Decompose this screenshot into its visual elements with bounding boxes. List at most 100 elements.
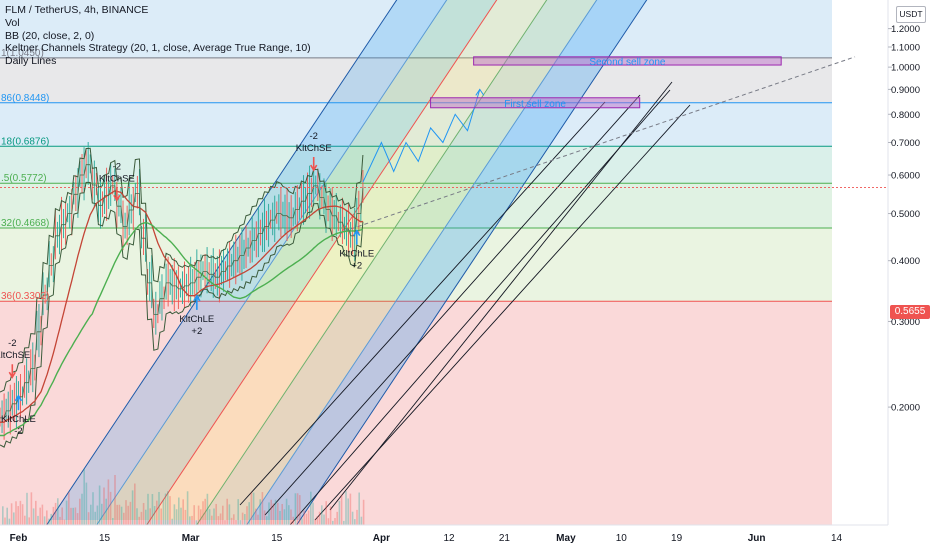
volume-bar: [156, 500, 158, 525]
volume-bar: [140, 511, 143, 525]
volume-bar: [305, 513, 308, 525]
volume-bar: [103, 487, 105, 525]
short-signal-arrow: [8, 364, 16, 379]
volume-bar: [226, 498, 228, 525]
volume-bar: [142, 502, 145, 525]
volume-bar: [360, 516, 363, 525]
volume-bar: [336, 511, 338, 525]
volume-bar: [41, 504, 44, 525]
volume-bar: [193, 505, 195, 525]
volume-bar: [164, 493, 167, 525]
y-tick-label: 0.7000: [891, 138, 920, 149]
volume-bar: [345, 491, 347, 525]
volume-bar: [354, 519, 356, 525]
volume-bar: [136, 508, 138, 525]
volume-bar: [261, 492, 264, 525]
volume-bar: [246, 506, 248, 525]
short-signal-arrow: [310, 157, 318, 172]
currency-badge[interactable]: USDT: [896, 6, 926, 23]
parallel-trend-line: [329, 81, 673, 511]
volume-bar: [81, 493, 83, 525]
volume-bar: [138, 516, 140, 525]
volume-bar: [255, 508, 257, 525]
fib-level-label: 86(0.8448): [1, 93, 49, 104]
volume-bar: [2, 506, 4, 525]
volume-bar: [299, 495, 301, 525]
x-tick-label: Feb: [10, 533, 28, 544]
legend-volume[interactable]: Vol: [5, 16, 20, 29]
fib-band: [0, 146, 832, 184]
volume-bar: [92, 492, 94, 525]
volume-bar: [35, 500, 37, 525]
channel-line: [146, 0, 498, 525]
volume-bar: [83, 468, 85, 525]
volume-bar: [362, 499, 365, 525]
chart-legend: FLM / TetherUS, 4h, BINANCE Vol BB (20, …: [5, 4, 311, 68]
volume-bar: [327, 518, 330, 525]
volume-bar: [182, 499, 184, 525]
volume-bar: [178, 497, 180, 525]
volume-bar: [189, 516, 191, 525]
legend-bollinger-bands[interactable]: BB (20, close, 2, 0): [5, 29, 95, 42]
volume-bar: [105, 498, 107, 525]
fib-level-label: .5(0.5772): [1, 173, 47, 184]
legend-daily-lines[interactable]: Daily Lines: [5, 55, 57, 68]
volume-bar: [30, 492, 33, 525]
volume-bar: [175, 509, 178, 525]
volume-bar: [43, 516, 46, 525]
volume-bar: [288, 505, 290, 525]
short-signal-arrow: [113, 187, 121, 202]
volume-bar: [59, 516, 61, 525]
sell-zone-label: First sell zone: [504, 99, 566, 110]
y-tick-label: 0.8000: [891, 110, 920, 121]
y-tick-label: 0.3000: [891, 317, 920, 328]
volume-bar: [90, 504, 92, 525]
volume-bar: [123, 512, 125, 525]
volume-bar: [296, 493, 299, 525]
volume-bar: [107, 479, 110, 525]
volume-bar: [8, 518, 11, 525]
legend-keltner-channels[interactable]: Keltner Channels Strategy (20, 1, close,…: [5, 42, 311, 55]
volume-bar: [272, 503, 275, 525]
volume-bar: [13, 512, 15, 525]
volume-bar: [134, 483, 136, 525]
channel-band-mid: [150, 0, 547, 520]
volume-bar: [52, 506, 55, 525]
volume-bar: [37, 515, 39, 525]
channel-line: [296, 0, 648, 525]
volume-bar: [6, 507, 8, 525]
signal-label: KltChSE: [0, 350, 30, 361]
volume-bar: [63, 519, 66, 525]
volume-bar: [281, 503, 283, 525]
projection-arrowhead: [475, 88, 485, 96]
volume-bar: [224, 520, 226, 525]
volume-bar: [120, 506, 123, 525]
parallel-trend-line: [264, 94, 641, 516]
channel-line: [46, 0, 398, 525]
long-signal-arrow: [353, 229, 361, 245]
bollinger-basis: [0, 190, 364, 423]
volume-bar: [318, 511, 321, 525]
x-tick-label: 14: [831, 533, 843, 544]
volume-bar: [233, 514, 235, 525]
volume-bar: [292, 516, 294, 525]
volume-bar: [237, 499, 239, 525]
signal-label: KltChLE: [179, 314, 214, 325]
dashed-trend-line: [344, 56, 856, 232]
y-axis-panel: [888, 0, 932, 550]
y-tick-label: 0.2000: [891, 403, 920, 414]
volume-bar: [173, 504, 176, 525]
volume-bar: [72, 507, 74, 525]
fib-level-label: 1(1.0450): [1, 48, 44, 59]
y-tick-label: 0.9000: [891, 85, 920, 96]
volume-bar: [321, 505, 323, 525]
channel-line: [246, 0, 598, 525]
long-signal-arrow: [14, 394, 23, 410]
x-tick-label: May: [556, 533, 576, 544]
last-price-tag: 0.5655: [890, 305, 930, 319]
y-tick-label: 0.5000: [891, 209, 920, 220]
volume-bar: [347, 498, 349, 525]
x-axis-panel: [0, 525, 932, 550]
